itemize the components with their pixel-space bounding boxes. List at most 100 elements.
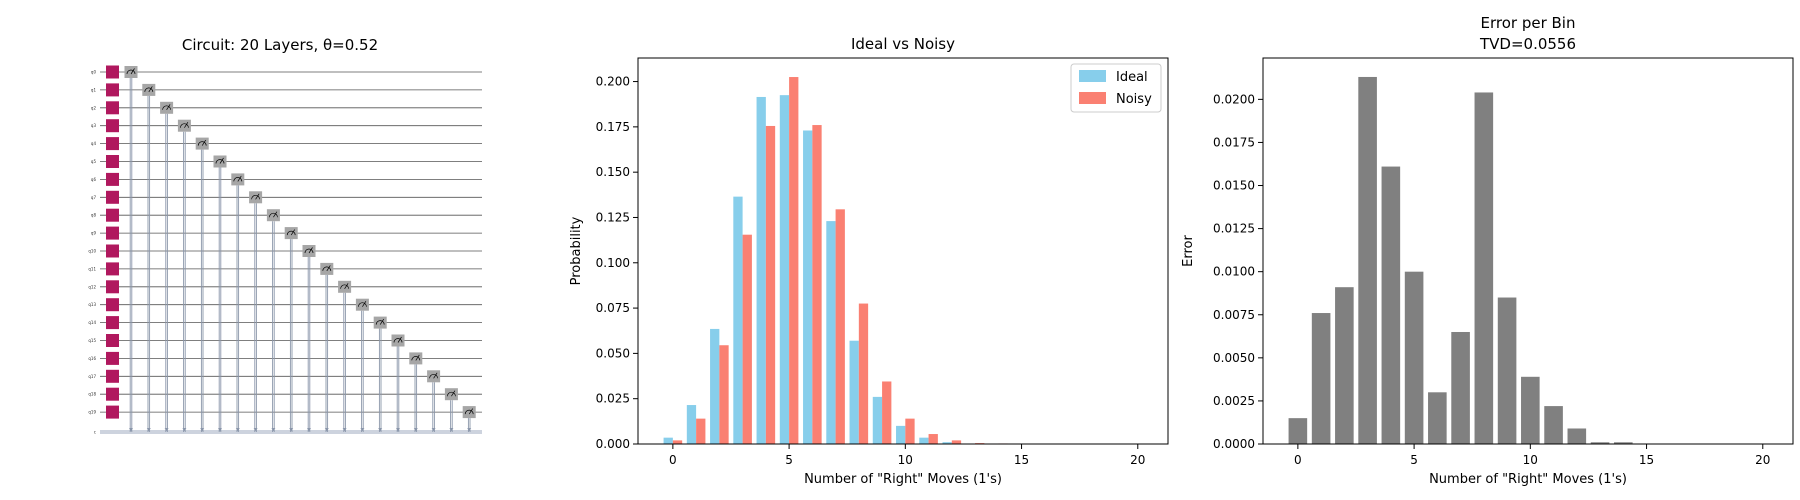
meter-needle <box>273 211 278 218</box>
qubit-label: q19 <box>88 410 96 415</box>
chart1-xlabel: Number of "Right" Moves (1's) <box>804 472 1002 487</box>
measure-gate <box>160 101 174 114</box>
measure-arrow <box>431 428 436 431</box>
chart1-title: Ideal vs Noisy <box>851 35 955 53</box>
circuit-body: q0 q1 q2 q3 q4 q5 q6 q7 q8 q9 q10 q11 q12 q13 q14 q15 q1… <box>88 65 482 435</box>
bar <box>1544 406 1563 444</box>
meter-needle <box>201 139 206 146</box>
bar <box>849 340 859 444</box>
ry-gate <box>106 208 119 222</box>
qubit-label: q3 <box>91 123 97 128</box>
measure-arrow <box>129 428 133 431</box>
measure-gate <box>462 406 476 419</box>
xtick-label: 0 <box>1294 453 1302 467</box>
qubit-label: q14 <box>88 320 96 325</box>
ry-gate <box>106 226 119 240</box>
bar <box>742 234 752 444</box>
bar <box>872 396 883 444</box>
chart2-ylabel: Error <box>1181 235 1196 267</box>
meter-arc <box>251 194 260 200</box>
measure-gate <box>320 262 334 275</box>
xtick-label: 20 <box>1130 453 1145 467</box>
ry-gate <box>106 190 119 204</box>
legend-swatch-ideal <box>1079 70 1106 82</box>
bar <box>710 328 720 444</box>
ry-gate <box>106 387 119 401</box>
qubit-label: q17 <box>88 374 96 379</box>
meter-arc <box>233 177 243 182</box>
classical-label: c <box>94 430 96 435</box>
bar <box>1474 92 1494 444</box>
error-per-bin-chart: Error per Bin TVD=0.0556 0.00000.00250.0… <box>1181 14 1794 487</box>
qubit-label: q8 <box>91 213 97 218</box>
bar <box>1614 442 1633 444</box>
ytick-label: 0.100 <box>596 256 630 270</box>
bar <box>812 125 822 445</box>
ry-gate <box>106 298 119 312</box>
meter-arc <box>411 356 421 361</box>
meter-needle <box>379 318 384 325</box>
chart2-subtitle: TVD=0.0556 <box>1479 35 1576 53</box>
meter-needle <box>415 354 420 361</box>
meter-needle <box>237 175 242 182</box>
circuit-diagram: Circuit: 20 Layers, θ=0.52 q0q1q2q3q4q5q… <box>88 36 482 435</box>
ry-gate <box>106 351 119 365</box>
bar <box>686 405 697 444</box>
bar <box>733 196 743 444</box>
bar <box>696 418 706 444</box>
measure-arrow <box>467 428 472 431</box>
chart1-ticks: 0.000 0.025 0.050 0.075 0.100 0.125 0.150 0.175… <box>596 75 1146 467</box>
xtick-label: 5 <box>1410 453 1418 467</box>
legend-label-ideal: Ideal <box>1116 70 1148 85</box>
meter-needle <box>290 229 295 236</box>
meter-needle <box>397 336 402 343</box>
measure-arrow <box>200 428 205 431</box>
ry-gate <box>106 65 119 79</box>
qubit-label: q1 <box>91 87 97 92</box>
measure-arrow <box>307 428 311 431</box>
meter-arc <box>447 391 456 397</box>
measure-gate <box>124 66 138 78</box>
meter-arc <box>358 302 367 307</box>
measure-arrow <box>253 428 258 431</box>
ytick-label: 0.0200 <box>1213 92 1255 106</box>
measure-arrow <box>235 428 240 431</box>
bar <box>1497 297 1517 444</box>
ytick-label: 0.0025 <box>1213 394 1255 408</box>
ry-gate <box>106 172 119 186</box>
bar <box>803 130 813 444</box>
bar <box>951 440 962 444</box>
qubit-label: q7 <box>91 195 97 200</box>
meter-needle <box>344 283 349 289</box>
bar <box>779 95 790 444</box>
qubit-label: q4 <box>91 141 97 146</box>
meter-needle <box>433 372 438 379</box>
measure-gate <box>338 280 352 293</box>
measure-arrow <box>324 428 329 431</box>
meter-arc <box>162 105 171 110</box>
measure-gate <box>391 334 405 347</box>
ytick-label: 0.0100 <box>1213 265 1255 279</box>
bar <box>942 442 952 444</box>
meter-arc <box>393 338 403 343</box>
bar <box>919 437 929 444</box>
legend-swatch-noisy <box>1079 92 1106 104</box>
measure-arrow <box>218 428 222 431</box>
ytick-label: 0.175 <box>596 120 630 134</box>
chart2-title: Error per Bin <box>1481 14 1576 32</box>
ytick-label: 0.050 <box>596 346 630 360</box>
measure-gate <box>373 316 387 329</box>
measure-arrow <box>182 428 187 431</box>
qubit-label: q6 <box>91 177 97 182</box>
measure-arrow <box>146 428 151 431</box>
meter-arc <box>429 373 438 379</box>
bar <box>1428 392 1447 444</box>
chart1-legend: Ideal Noisy <box>1070 63 1162 113</box>
meter-needle <box>166 104 171 110</box>
meter-needle <box>255 193 260 200</box>
qubit-label: q18 <box>88 392 96 397</box>
bar <box>663 437 673 444</box>
bar <box>858 303 869 444</box>
ry-gate <box>106 316 119 330</box>
measure-gate <box>266 209 280 222</box>
